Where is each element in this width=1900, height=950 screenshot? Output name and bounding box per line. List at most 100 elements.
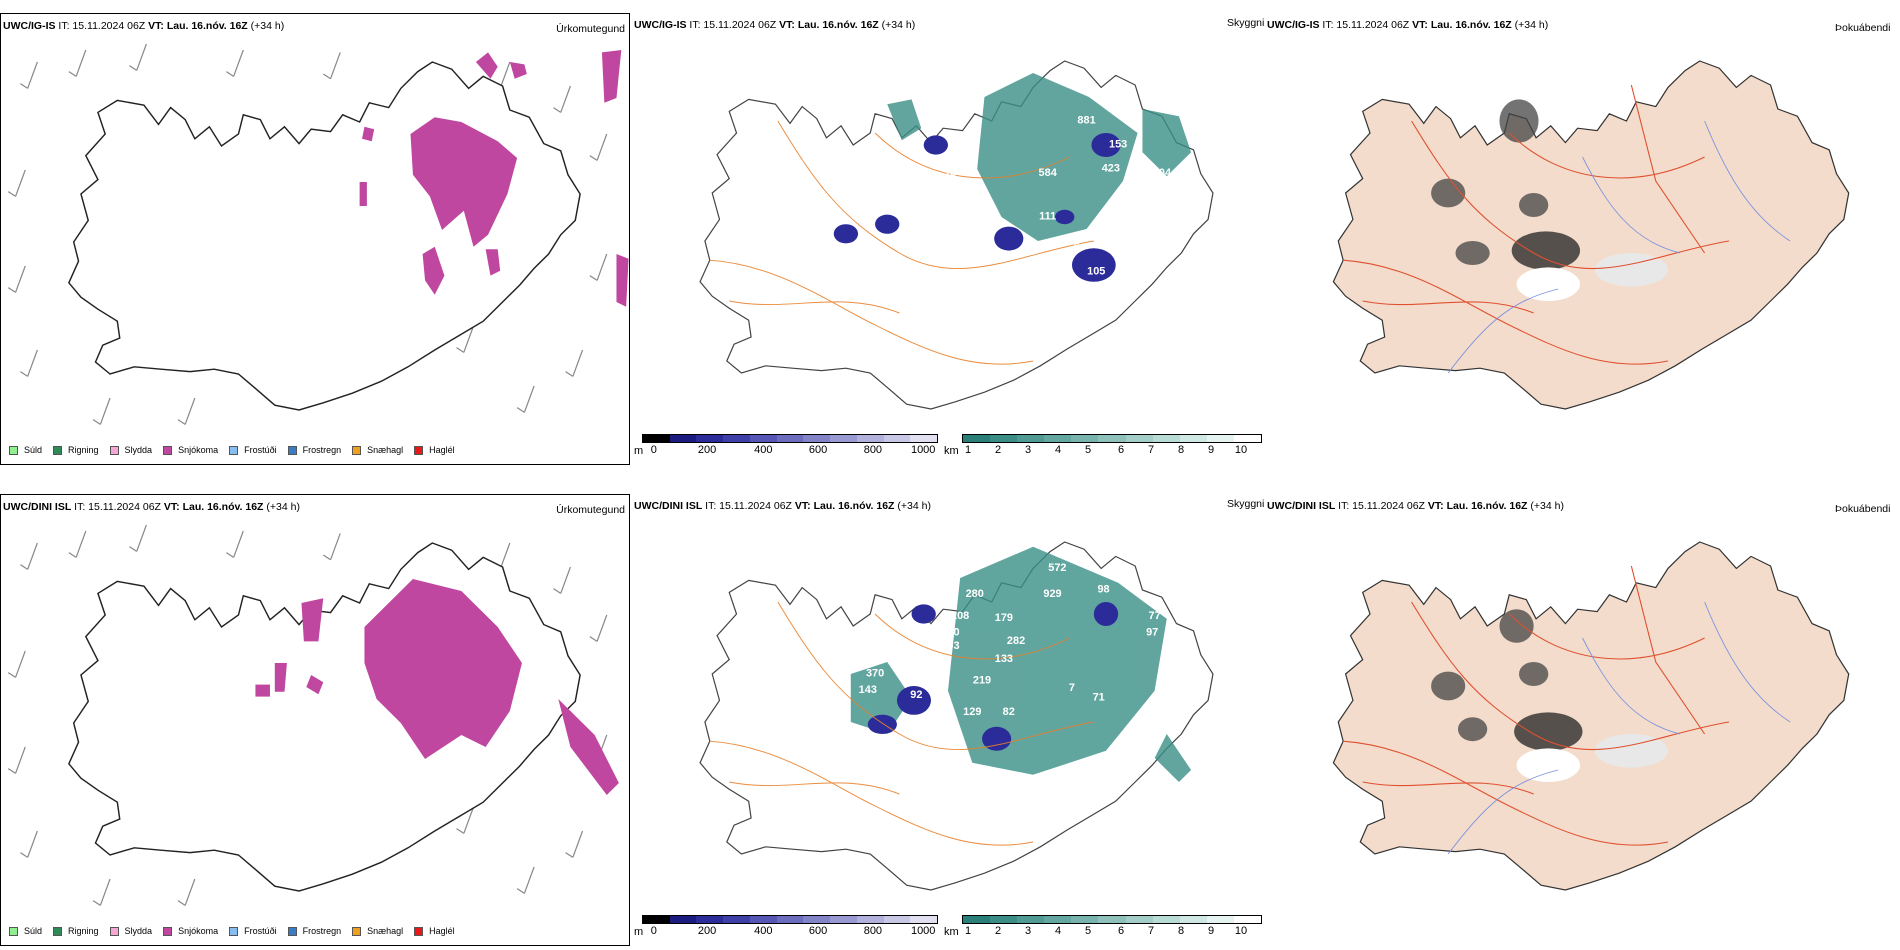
visibility-color-step: [1206, 435, 1234, 442]
legend-swatch: [9, 445, 18, 455]
ceiling-tick: 800: [863, 444, 883, 456]
ceiling-tick: 400: [754, 444, 773, 456]
ceiling-color-step: [723, 916, 750, 923]
fog-map: [1332, 60, 1850, 410]
svg-text:98: 98: [1097, 583, 1109, 595]
svg-text:143: 143: [898, 598, 916, 610]
ceiling-color-step: [696, 916, 724, 923]
vis-tick: 4: [1054, 444, 1062, 456]
precip-panel-row2: UWC/DINI ISL IT: 15.11.2024 06Z VT: Lau.…: [0, 494, 630, 946]
ceiling-unit: m: [634, 926, 644, 938]
visibility-color-step: [990, 916, 1018, 923]
vis-tick: 9: [1207, 444, 1215, 456]
svg-text:584: 584: [1039, 167, 1057, 179]
cloud-panel-row1: UWC/IG-IS IT: 15.11.2024 06Z VT: Lau. 16…: [632, 13, 1264, 465]
legend-swatch: [53, 926, 63, 936]
ceiling-color-step: [803, 916, 831, 923]
ceiling-color-step: [776, 435, 804, 442]
legend-item: Rigning: [53, 445, 99, 455]
svg-text:10: 10: [801, 715, 813, 727]
svg-text:13: 13: [932, 598, 944, 610]
vis-tick: 3: [1024, 444, 1032, 456]
precip-map: [7, 524, 619, 907]
legend-item: Frostúði: [229, 926, 277, 936]
cloud-value-labels: 881 153 423 204 27 94 584 111 84 115 95 …: [853, 114, 1171, 287]
svg-text:204: 204: [1153, 167, 1171, 179]
visibility-color-step: [1071, 435, 1099, 442]
visibility-color-step: [990, 435, 1018, 442]
svg-text:410: 410: [941, 627, 959, 639]
svg-text:423: 423: [1102, 162, 1120, 174]
ceiling-color-step: [910, 916, 938, 923]
visibility-color-step: [1098, 435, 1126, 442]
fog-panel-row2: UWC/DINI ISL IT: 15.11.2024 06Z VT: Lau.…: [1265, 494, 1900, 946]
ceiling-color-step: [856, 435, 884, 442]
svg-text:133: 133: [995, 653, 1013, 665]
svg-text:122: 122: [907, 576, 925, 588]
visibility-color-step: [1071, 916, 1099, 923]
ceiling-color-step: [883, 435, 911, 442]
panel-title: UWC/IG-IS IT: 15.11.2024 06Z VT: Lau. 16…: [634, 19, 916, 31]
vis-tick: 8: [1177, 444, 1185, 456]
visibility-colorbar: 1 2 3 4 5 6 7 8 9 10: [962, 434, 1262, 457]
legend-swatch: [352, 926, 362, 936]
legend-swatch: [287, 445, 297, 455]
legend-item: Snæhagl: [352, 926, 403, 936]
svg-text:95: 95: [1015, 266, 1027, 278]
legend-swatch: [287, 926, 297, 936]
vis-tick: 2: [994, 925, 1002, 937]
visibility-color-step: [1179, 916, 1207, 923]
ceiling-tick: 600: [808, 444, 828, 456]
ceiling-color-step: [830, 916, 857, 923]
visibility-color-step: [963, 916, 991, 923]
precip-map: [7, 43, 629, 426]
svg-text:105: 105: [1087, 266, 1105, 278]
panel-title: UWC/DINI ISL IT: 15.11.2024 06Z VT: Lau.…: [1267, 500, 1564, 512]
vis-tick: 1: [964, 925, 972, 937]
precip-legend: Súld Rigning Slydda Snjókoma Frostúði Fr…: [9, 445, 466, 455]
visibility-color-step: [1179, 435, 1207, 442]
legend-item: Frostregn: [287, 926, 341, 936]
svg-text:5: 5: [1074, 242, 1080, 254]
svg-text:32: 32: [959, 194, 971, 206]
panel-type-label: Úrkomutegund: [556, 23, 625, 35]
ceiling-color-step: [856, 916, 884, 923]
visibility-color-step: [1206, 916, 1234, 923]
vis-tick: 2: [994, 444, 1002, 456]
visibility-unit: km: [944, 926, 959, 938]
legend-swatch: [352, 445, 362, 455]
visibility-color-step: [1125, 435, 1153, 442]
panel-type-label: Þokuábendi: [1835, 503, 1891, 515]
svg-text:219: 219: [973, 675, 991, 687]
visibility-color-step: [1233, 916, 1262, 923]
legend-item: Snjókoma: [163, 926, 218, 936]
ceiling-unit: m: [634, 445, 644, 457]
visibility-color-step: [1152, 435, 1180, 442]
svg-text:310: 310: [902, 658, 920, 670]
legend-item: Snæhagl: [352, 445, 403, 455]
ceiling-color-step: [669, 916, 697, 923]
svg-text:403: 403: [941, 640, 959, 652]
ceiling-color-step: [803, 435, 831, 442]
svg-text:95: 95: [869, 266, 881, 278]
cloud-panel-row2: UWC/DINI ISL IT: 15.11.2024 06Z VT: Lau.…: [632, 494, 1264, 946]
panel-type-label: Skyggni: [1227, 17, 1264, 29]
svg-text:129: 129: [963, 706, 981, 718]
ceiling-tick: 800: [863, 925, 883, 937]
svg-text:94: 94: [1146, 201, 1158, 213]
svg-text:2: 2: [853, 275, 859, 287]
svg-text:34: 34: [988, 252, 1000, 264]
visibility-color-step: [1125, 916, 1153, 923]
ceiling-tick: 0: [650, 444, 657, 456]
svg-text:70: 70: [830, 708, 842, 720]
panel-type-label: Skyggni: [1227, 498, 1264, 510]
visibility-color-step: [1233, 435, 1262, 442]
cloud-value-labels: 572 929 98 77 97 122 143 13 280 208 179 …: [801, 562, 1161, 728]
svg-text:280: 280: [966, 588, 984, 600]
svg-text:111: 111: [1039, 210, 1056, 222]
ceiling-color-step: [883, 916, 911, 923]
visibility-colorbar: 1 2 3 4 5 6 7 8 9 10: [962, 915, 1262, 938]
ceiling-color-step: [749, 916, 777, 923]
vis-tick: 1: [964, 444, 972, 456]
panel-type-label: Úrkomutegund: [556, 504, 625, 516]
